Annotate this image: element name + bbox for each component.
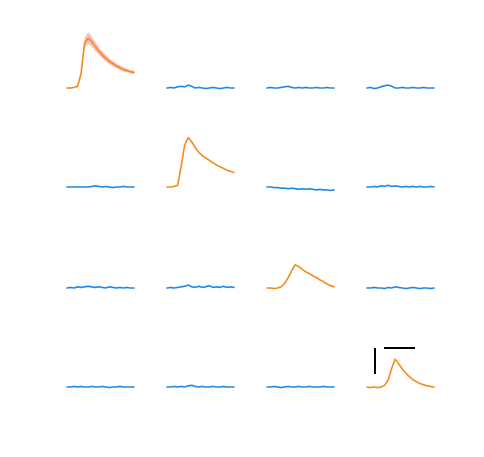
panel-r4c1 (66, 385, 135, 389)
trace-r4c3 (266, 385, 335, 389)
trace-r3c2 (166, 284, 235, 289)
panel-r3c1 (66, 285, 135, 289)
trace-r3c3 (266, 263, 335, 290)
panel-r2c2 (166, 136, 235, 188)
error-band-r1c1 (67, 32, 134, 89)
panel-r3c3 (266, 263, 335, 290)
trace-r3c4 (366, 285, 435, 290)
trace-r4c2 (166, 384, 235, 388)
panel-r1c1 (66, 32, 135, 89)
scale-bar (374, 347, 415, 374)
panel-r3c4 (366, 285, 435, 290)
panel-r2c1 (66, 185, 135, 189)
panel-r4c3 (266, 385, 335, 389)
panel-r4c2 (166, 384, 235, 388)
trace-r2c3 (266, 186, 335, 192)
trace-r3c1 (66, 285, 135, 289)
panel-r1c4 (366, 84, 435, 90)
trace-r4c1 (66, 385, 135, 389)
trace-r2c2 (166, 136, 235, 188)
panel-r2c3 (266, 186, 335, 192)
trace-r2c4 (366, 184, 435, 188)
panel-r2c4 (366, 184, 435, 188)
trace-r1c1 (66, 37, 135, 89)
trace-r2c1 (66, 185, 135, 189)
panel-r4c4 (366, 358, 435, 389)
trace-r1c4 (366, 84, 435, 90)
trace-r4c4 (366, 358, 435, 389)
panel-r1c3 (266, 85, 335, 89)
panel-r1c2 (166, 84, 235, 90)
trace-r1c2 (166, 84, 235, 90)
panel-r3c2 (166, 284, 235, 289)
trace-r1c3 (266, 85, 335, 89)
